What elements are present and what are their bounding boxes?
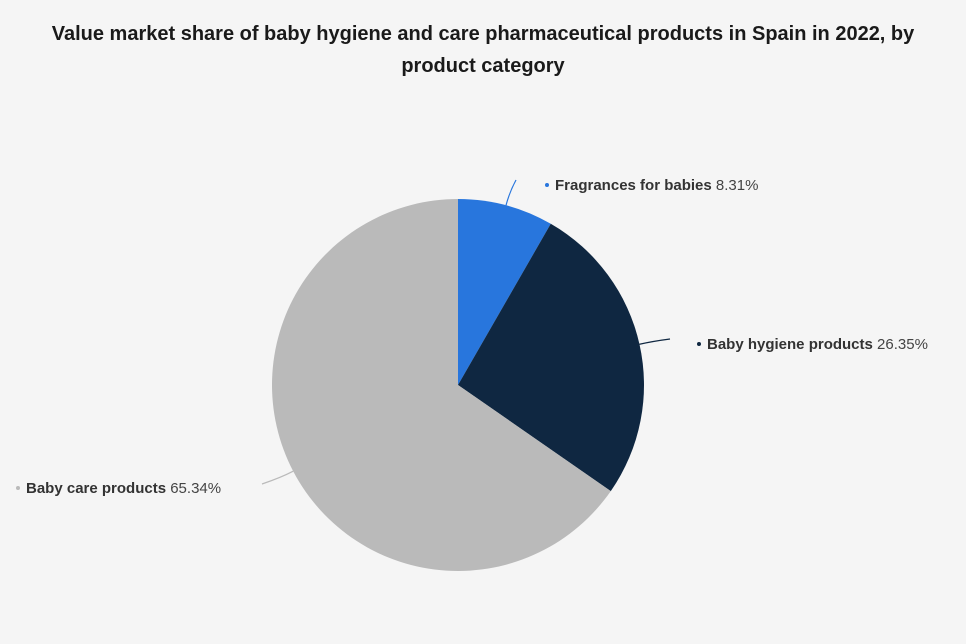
category-label: Baby hygiene products [707, 336, 873, 353]
value-label: 8.31% [712, 177, 759, 194]
category-label: Fragrances for babies [555, 177, 712, 194]
label-marker-baby-hygiene-products [697, 342, 701, 346]
data-label-baby-care-products: Baby care products 65.34% [26, 480, 221, 497]
chart-title: Value market share of baby hygiene and c… [51, 23, 915, 77]
pie-slice-baby-care-products [271, 198, 611, 571]
label-marker-fragrances-for-babies [545, 183, 549, 187]
pie-slice-baby-hygiene-products [458, 223, 644, 492]
connector-line-baby-care-products [261, 470, 294, 485]
data-label-baby-hygiene-products: Baby hygiene products 26.35% [707, 336, 928, 353]
label-marker-baby-care-products [16, 486, 20, 490]
pie-slice-fragrances-for-babies [458, 199, 551, 385]
value-label: 65.34% [166, 480, 221, 497]
value-label: 26.35% [873, 336, 928, 353]
data-label-fragrances-for-babies: Fragrances for babies 8.31% [555, 177, 758, 194]
category-label: Baby care products [26, 480, 166, 497]
connector-line-fragrances-for-babies [505, 179, 517, 206]
connector-line-baby-hygiene-products [639, 338, 671, 345]
